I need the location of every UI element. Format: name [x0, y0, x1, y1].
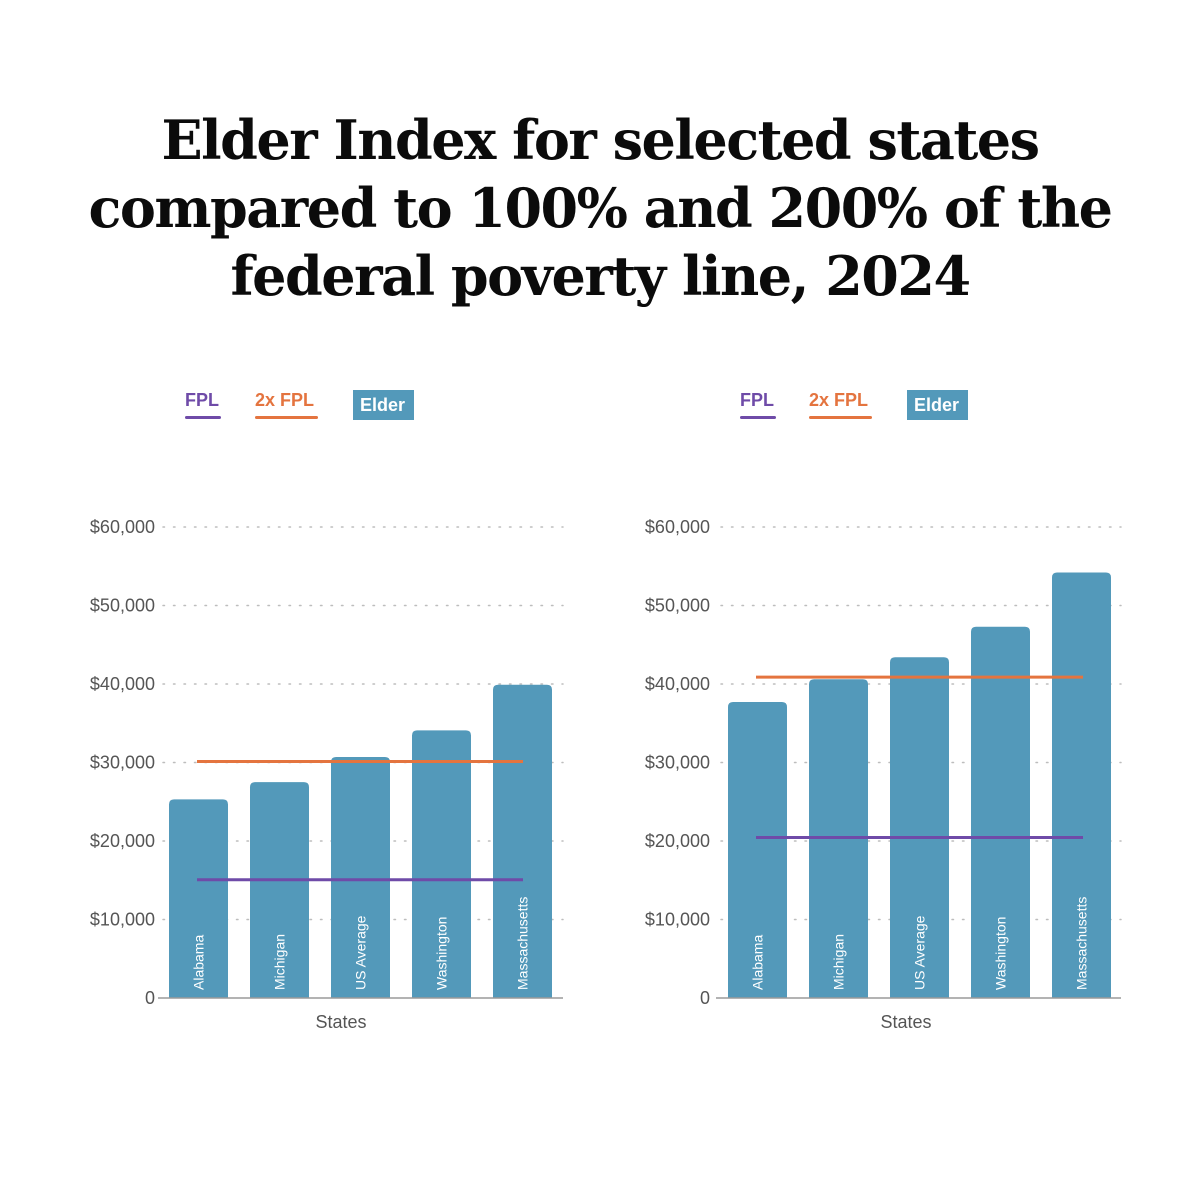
bar-us-average: [890, 657, 949, 998]
category-label: Washington: [434, 917, 450, 990]
category-label: Washington: [993, 917, 1009, 990]
bar-us-average: [331, 757, 390, 998]
x-axis-label: States: [880, 1012, 931, 1032]
bar-washington: [412, 730, 471, 998]
y-tick-label: $10,000: [90, 910, 155, 930]
category-label: Massachusetts: [515, 897, 531, 990]
legend-label-2x-fpl: 2x FPL: [809, 390, 869, 410]
category-label: Alabama: [191, 935, 207, 990]
legend-item-2x-fpl: 2x FPL: [255, 390, 318, 419]
bar-alabama: [169, 799, 228, 998]
y-tick-label: $20,000: [90, 831, 155, 851]
chart-title: Elder Index for selected states compared…: [0, 106, 1200, 310]
chart-2: 0 $10,000 $20,000 $30,000 $40,000 $50,000 $60,…: [645, 517, 1122, 1032]
category-label: US Average: [353, 915, 369, 990]
category-label: Michigan: [272, 934, 288, 990]
bar-michigan: [250, 782, 309, 998]
y-tick-label: $40,000: [645, 674, 710, 694]
title-line-1: Elder Index for selected states: [161, 108, 1040, 172]
bar-massachusetts: [1052, 572, 1111, 998]
legend-item-fpl: FPL: [185, 390, 221, 419]
legend-swatch-2x-fpl: [255, 416, 318, 419]
legend-swatch-2x-fpl: [809, 416, 872, 419]
bar-alabama: [728, 702, 787, 998]
y-tick-label: $60,000: [645, 517, 710, 537]
legend-label-2x-fpl: 2x FPL: [255, 390, 315, 410]
y-tick-label: $30,000: [90, 753, 155, 773]
y-tick-label: $50,000: [90, 596, 155, 616]
y-tick-label: 0: [700, 988, 710, 1008]
legend-label-fpl: FPL: [185, 390, 219, 410]
y-tick-label: $50,000: [645, 596, 710, 616]
title-line-3: federal poverty line, 2024: [230, 244, 971, 308]
category-label: Michigan: [831, 934, 847, 990]
bar-massachusetts: [493, 684, 552, 998]
legend-label-elder-index: Elder Index: [914, 395, 962, 445]
category-label: Alabama: [750, 935, 766, 990]
legend-item-elder-index: Elder Index: [353, 390, 414, 445]
x-axis-label: States: [315, 1012, 366, 1032]
y-tick-label: $40,000: [90, 674, 155, 694]
bar-washington: [971, 626, 1030, 998]
category-label: Massachusetts: [1074, 897, 1090, 990]
y-tick-label: $60,000: [90, 517, 155, 537]
y-tick-label: $20,000: [645, 831, 710, 851]
legend-swatch-fpl: [740, 416, 776, 419]
legend-label-fpl: FPL: [740, 390, 774, 410]
y-tick-label: $30,000: [645, 753, 710, 773]
legend-swatch-fpl: [185, 416, 221, 419]
legend-item-fpl: FPL: [740, 390, 776, 419]
y-tick-label: 0: [145, 988, 155, 1008]
title-line-2: compared to 100% and 200% of the: [88, 176, 1113, 240]
legend-item-elder-index: Elder Index: [907, 390, 968, 445]
legend-item-2x-fpl: 2x FPL: [809, 390, 872, 419]
category-label: US Average: [912, 915, 928, 990]
legend-label-elder-index: Elder Index: [360, 395, 408, 445]
y-tick-label: $10,000: [645, 910, 710, 930]
chart-1: 0 $10,000 $20,000 $30,000 $40,000 $50,000 $60,…: [90, 517, 564, 1032]
